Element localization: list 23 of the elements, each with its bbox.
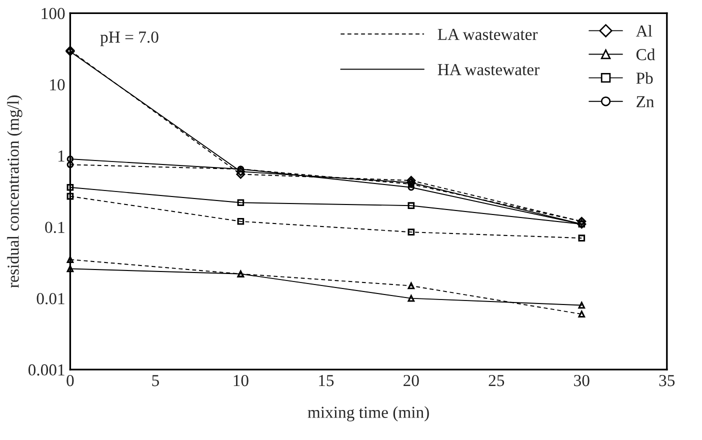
x-tick-label: 30 bbox=[574, 374, 590, 386]
y-tick-label: 10 bbox=[50, 79, 65, 90]
x-tick-label: 10 bbox=[234, 374, 248, 386]
y-axis-title: residual concentration (mg/l) bbox=[7, 95, 22, 288]
y-tick-label: 0.001 bbox=[28, 364, 64, 376]
y-tick-label: 0.01 bbox=[36, 293, 64, 304]
annotation: HA wastewater bbox=[438, 64, 540, 76]
x-tick-label: 0 bbox=[66, 374, 74, 386]
annotation: pH = 7.0 bbox=[100, 32, 158, 46]
y-tick-label: 1 bbox=[58, 150, 64, 162]
x-tick-label: 35 bbox=[659, 374, 675, 386]
legend-label: Pb bbox=[636, 72, 653, 84]
x-tick-label: 25 bbox=[488, 374, 504, 386]
x-axis-title: mixing time (min) bbox=[308, 406, 429, 422]
x-tick-label: 20 bbox=[404, 374, 419, 386]
annotation: LA wastewater bbox=[438, 28, 538, 40]
x-tick-label: 15 bbox=[319, 375, 334, 386]
legend-label: Cd bbox=[636, 48, 656, 60]
y-tick-label: 100 bbox=[42, 8, 65, 20]
y-tick-label: 0.1 bbox=[45, 222, 64, 234]
x-tick-label: 5 bbox=[152, 375, 159, 386]
legend-label: Zn bbox=[636, 96, 654, 108]
legend-label: Al bbox=[636, 24, 652, 37]
